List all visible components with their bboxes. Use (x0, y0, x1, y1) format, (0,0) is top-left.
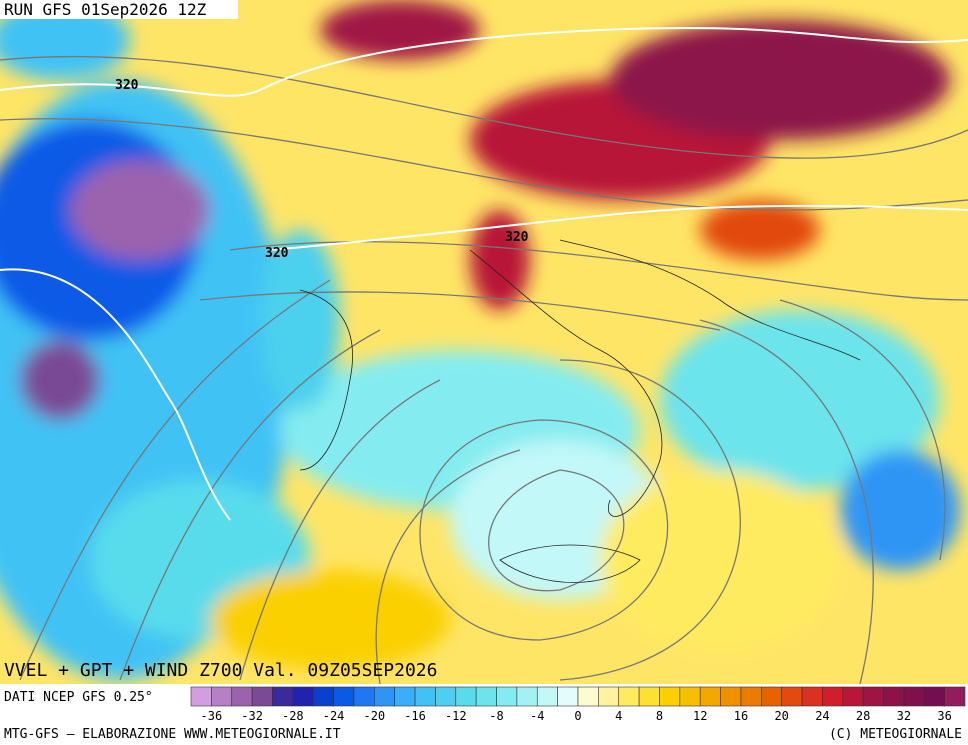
legend-swatch (496, 686, 518, 707)
legend-swatch (801, 686, 823, 707)
legend-swatch (638, 686, 660, 707)
legend-tick-label: 8 (656, 709, 663, 723)
coastlines (299, 239, 861, 583)
contour-label: 320 (115, 78, 139, 93)
legend-tick-label: -32 (241, 709, 263, 723)
legend-swatch (862, 686, 884, 707)
legend-tick-label: 20 (774, 709, 788, 723)
legend-swatch (190, 686, 212, 707)
legend-swatch (618, 686, 640, 707)
legend-swatch (598, 686, 620, 707)
legend-swatch (577, 686, 599, 707)
legend-swatch (211, 686, 233, 707)
legend-swatch (231, 686, 253, 707)
contour-label: 320 (265, 246, 289, 261)
credit-label: MTG-GFS – ELABORAZIONE WWW.METEOGIORNALE… (4, 727, 341, 742)
legend-tick-label: -8 (489, 709, 503, 723)
legend-swatch (822, 686, 844, 707)
legend-swatch (781, 686, 803, 707)
legend-swatch (740, 686, 762, 707)
legend-swatch (536, 686, 558, 707)
legend-tick-label: 32 (897, 709, 911, 723)
legend-swatch (394, 686, 416, 707)
legend-swatch (374, 686, 395, 707)
legend-swatch (720, 686, 742, 707)
map-field (0, 0, 968, 684)
legend-swatch (883, 686, 905, 707)
legend-swatch (272, 686, 294, 707)
legend-swatch (251, 686, 273, 707)
run-box (0, 0, 238, 19)
legend-tick-label: -36 (201, 709, 223, 723)
legend-swatch (333, 686, 355, 707)
legend-tick-label: -16 (404, 709, 426, 723)
run-label: RUN GFS 01Sep2026 12Z (4, 0, 207, 19)
legend-swatch (455, 686, 477, 707)
legend-swatch (944, 686, 966, 707)
legend-swatch (842, 686, 864, 707)
legend-tick-label: -4 (530, 709, 544, 723)
legend-swatch (679, 686, 701, 707)
legend-tick-label: -24 (323, 709, 345, 723)
legend-swatch (353, 686, 375, 707)
legend-swatch (903, 686, 925, 707)
legend-tick-label: 24 (815, 709, 829, 723)
legend-swatch (761, 686, 782, 707)
source-label: DATI NCEP GFS 0.25° (4, 690, 153, 705)
legend-swatch (923, 686, 945, 707)
legend-swatch (659, 686, 681, 707)
contour-label: 320 (505, 230, 529, 245)
legend-swatch (516, 686, 538, 707)
legend-tick-label: -12 (445, 709, 467, 723)
legend-swatch (312, 686, 334, 707)
legend-tick-label: -20 (363, 709, 385, 723)
legend-swatch (292, 686, 314, 707)
color-legend: -36 -32 -28 -24 -20 -16 -12 -8 -4 0 4 8 12 16 20 24 28 32… (190, 686, 966, 723)
legend-tick-label: 4 (615, 709, 622, 723)
streamlines (0, 55, 968, 684)
legend-tick-label: 12 (693, 709, 707, 723)
contour-lines (0, 26, 968, 521)
legend-tick-label: -28 (282, 709, 304, 723)
legend-swatch (699, 686, 721, 707)
legend-swatch (475, 686, 497, 707)
legend-tick-label: 16 (734, 709, 748, 723)
legend-tick-label: 0 (574, 709, 581, 723)
map-title: VVEL + GPT + WIND Z700 Val. 09Z05SEP2026 (4, 660, 437, 681)
legend-swatch (414, 686, 436, 707)
legend-swatch (557, 686, 579, 707)
copyright-label: (C) METEOGIORNALE (829, 727, 962, 742)
legend-tick-label: 36 (937, 709, 951, 723)
legend-tick-label: 28 (856, 709, 870, 723)
legend-swatch (435, 686, 457, 707)
